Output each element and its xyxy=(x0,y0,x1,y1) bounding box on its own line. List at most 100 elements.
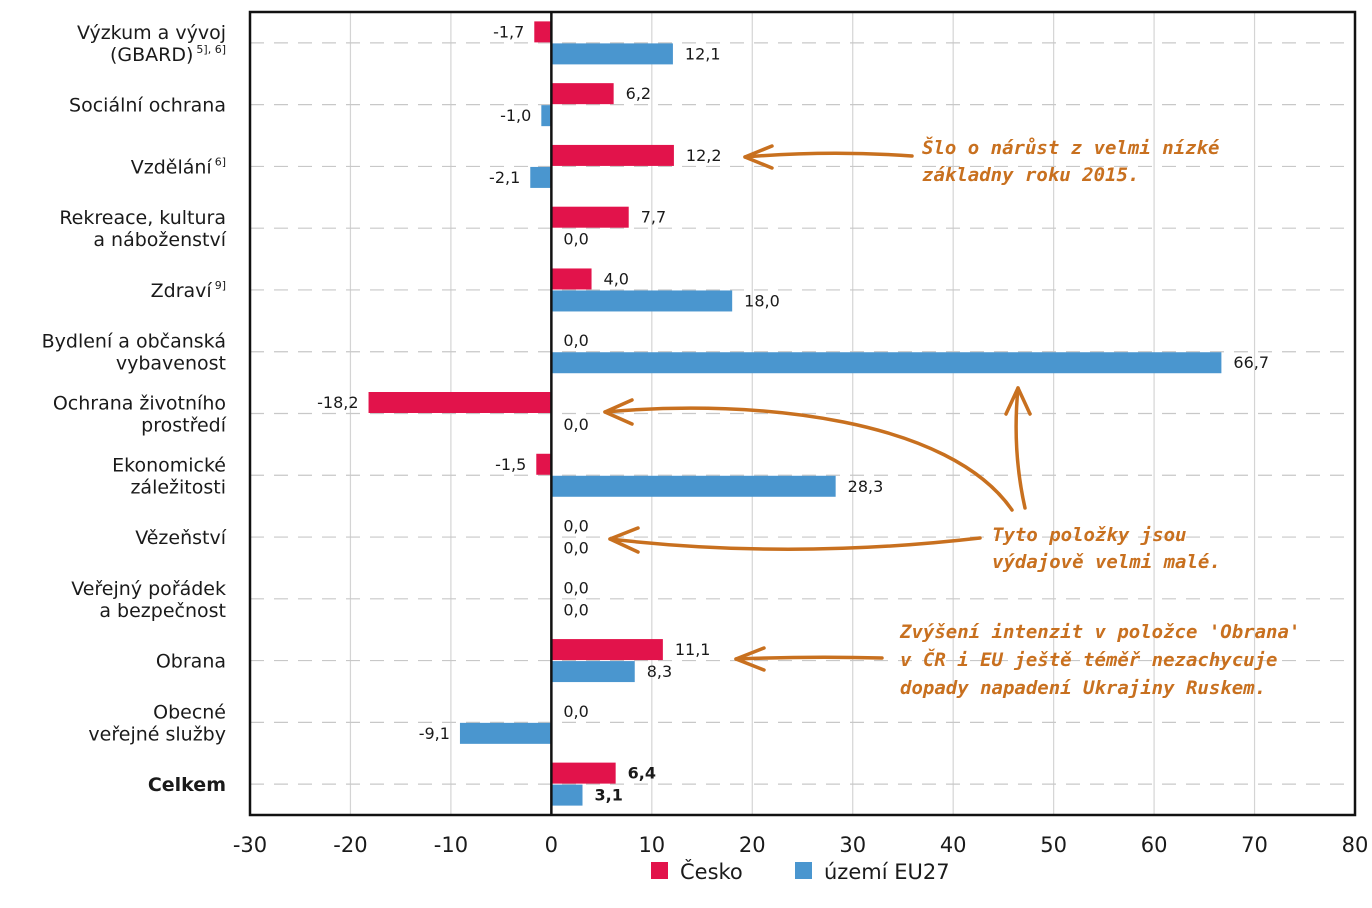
bar-eu27 xyxy=(551,290,733,312)
annot-vzdelani-text: základny roku 2015. xyxy=(922,164,1139,186)
bar-eu27 xyxy=(551,43,673,65)
category-footnote: 6] xyxy=(215,155,226,168)
legend-swatch-eu27 xyxy=(795,862,812,879)
bar-cesko xyxy=(551,83,614,105)
data-label: 3,1 xyxy=(595,786,623,805)
category-label: Vězeňství xyxy=(135,527,227,549)
arrow-obrana xyxy=(734,655,884,661)
bar-cesko xyxy=(368,392,552,413)
bars xyxy=(368,21,1222,806)
category-label: a náboženství xyxy=(93,229,226,251)
data-label: 18,0 xyxy=(744,291,780,310)
data-label: 0,0 xyxy=(563,331,588,350)
legend: Česko území EU27 xyxy=(651,859,950,884)
bar-cesko xyxy=(551,268,592,290)
arrow-ochrana xyxy=(603,406,1014,512)
bar-eu27 xyxy=(551,352,1222,374)
plot-border xyxy=(248,10,1357,817)
bar-cesko xyxy=(534,21,552,43)
bar-cesko xyxy=(536,453,552,475)
category-label: Obrana xyxy=(156,651,226,673)
x-tick-label: 70 xyxy=(1241,833,1268,857)
annot-obrana-text: Zvýšení intenzit v položce 'Obrana' xyxy=(899,621,1300,643)
category-label: vybavenost xyxy=(116,353,226,375)
data-label: 0,0 xyxy=(563,230,588,249)
data-label: 7,7 xyxy=(641,208,666,227)
data-label: -1,5 xyxy=(495,455,526,474)
category-label: a bezpečnost xyxy=(99,600,226,622)
data-label: 6,2 xyxy=(626,84,651,103)
x-tick-label: -30 xyxy=(233,833,267,857)
category-label: Výzkum a vývoj xyxy=(77,22,226,44)
category-label: Zdraví 9] xyxy=(151,279,226,302)
data-label: 0,0 xyxy=(563,702,588,721)
data-label: -18,2 xyxy=(317,393,358,412)
category-footnote: 9] xyxy=(215,279,226,292)
annot-male-text: výdajově velmi malé. xyxy=(992,551,1221,573)
legend-label: území EU27 xyxy=(824,860,950,884)
legend-swatch-cesko xyxy=(651,862,668,879)
x-tick-label: 10 xyxy=(638,833,665,857)
data-label: 12,1 xyxy=(685,44,721,63)
data-label: 0,0 xyxy=(563,600,588,619)
data-label: 0,0 xyxy=(563,578,588,597)
data-label: 6,4 xyxy=(628,764,656,783)
category-label: Sociální ochrana xyxy=(69,95,226,117)
arrow-vezenstvi xyxy=(608,536,982,551)
x-tick-label: 60 xyxy=(1141,833,1168,857)
bar-eu27 xyxy=(551,475,836,497)
data-label: 0,0 xyxy=(563,415,588,434)
category-label: Ekonomické xyxy=(112,454,226,476)
annotations: Šlo o nárůst z velmi nízké základny roku … xyxy=(603,135,1300,699)
x-tick-label: 30 xyxy=(839,833,866,857)
data-label: -2,1 xyxy=(489,168,520,187)
bar-eu27 xyxy=(459,722,552,744)
x-tick-label: 80 xyxy=(1342,833,1369,857)
arrow-vzdelani-head xyxy=(743,144,774,170)
category-label: veřejné služby xyxy=(88,723,226,745)
category-label: Obecné xyxy=(153,701,226,723)
bar-cesko xyxy=(551,206,629,228)
bar-cesko xyxy=(551,144,674,166)
data-label: -9,1 xyxy=(419,724,450,743)
data-label: 28,3 xyxy=(848,477,884,496)
labels: -30 -20 -10 0 10 20 30 40 50 60 70 80 Výzkum a vývoj… xyxy=(42,22,1369,857)
data-label: 8,3 xyxy=(647,662,672,681)
annot-male-text: Tyto položky jsou xyxy=(992,524,1186,546)
x-tick-label: -20 xyxy=(333,833,367,857)
data-label: 0,0 xyxy=(563,539,588,558)
arrow-vezenstvi-head xyxy=(608,526,640,554)
bar-eu27 xyxy=(530,166,552,188)
x-tick-label: 20 xyxy=(739,833,766,857)
x-tick-label: 40 xyxy=(940,833,967,857)
bar-eu27 xyxy=(551,784,583,806)
annot-vzdelani-text: Šlo o nárůst z velmi nízké xyxy=(922,135,1220,159)
category-label: (GBARD) 5], 6] xyxy=(110,43,226,66)
data-label: 0,0 xyxy=(563,517,588,536)
bar-eu27 xyxy=(551,661,635,683)
category-label: Bydlení a občanská xyxy=(42,331,226,353)
x-tick-label: 0 xyxy=(545,833,558,857)
category-label: Vzdělání 6] xyxy=(131,155,226,178)
arrow-bydleni xyxy=(1014,386,1027,510)
data-label: 4,0 xyxy=(604,269,629,288)
x-tick-label: 50 xyxy=(1040,833,1067,857)
arrow-obrana-head xyxy=(734,646,766,672)
annot-obrana-text: v ČR i EU ještě téměř nezachycuje xyxy=(900,647,1278,671)
annot-obrana-text: dopady napadení Ukrajiny Ruskem. xyxy=(900,677,1266,699)
x-tick-label: -10 xyxy=(434,833,468,857)
data-label: 12,2 xyxy=(686,146,722,165)
category-label: Veřejný pořádek xyxy=(71,578,226,600)
bar-cesko xyxy=(551,762,616,784)
data-label: 66,7 xyxy=(1233,353,1269,372)
data-label: 11,1 xyxy=(675,640,711,659)
arrow-bydleni-head xyxy=(1004,386,1032,416)
plot-frame xyxy=(248,10,1357,817)
category-label: Ochrana životního xyxy=(53,393,226,415)
category-label: záležitosti xyxy=(130,476,226,498)
data-label: -1,7 xyxy=(493,22,524,41)
arrow-ochrana-head xyxy=(603,398,634,426)
arrow-vzdelani xyxy=(743,151,914,159)
legend-label: Česko xyxy=(680,859,743,884)
